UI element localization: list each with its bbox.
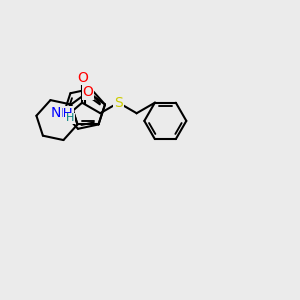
Text: S: S [114,96,123,110]
Text: H: H [66,113,74,123]
Text: N: N [50,106,61,120]
Text: O: O [78,71,88,85]
Text: O: O [82,85,93,99]
Text: NH: NH [54,107,74,120]
